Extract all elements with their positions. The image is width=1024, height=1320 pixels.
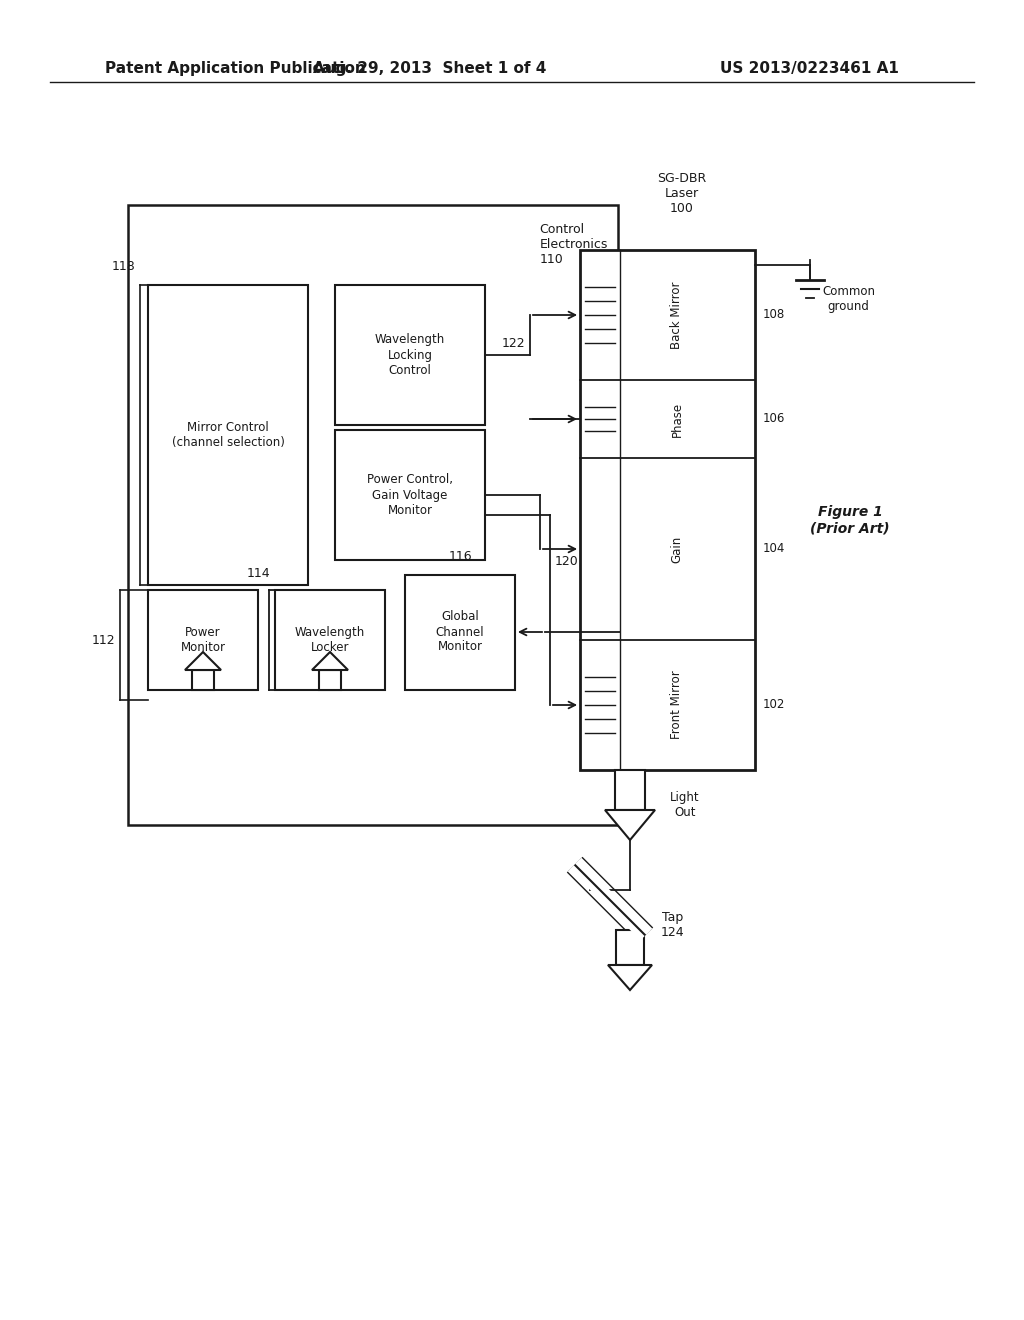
Text: 104: 104: [763, 543, 785, 556]
Bar: [148, 285, 308, 585]
Text: Front Mirror: Front Mirror: [671, 671, 683, 739]
Bar: [319, 671, 341, 690]
Polygon shape: [605, 810, 655, 840]
Bar: [193, 671, 214, 690]
Text: Light
Out: Light Out: [670, 791, 699, 818]
Bar: [615, 770, 645, 810]
Bar: [128, 205, 618, 825]
Bar: [406, 576, 515, 690]
Text: Common
ground: Common ground: [822, 285, 874, 313]
Text: Mirror Control
(channel selection): Mirror Control (channel selection): [172, 421, 285, 449]
Text: 106: 106: [763, 412, 785, 425]
Text: Figure 1
(Prior Art): Figure 1 (Prior Art): [810, 504, 890, 535]
Text: 118: 118: [112, 260, 135, 273]
Text: Patent Application Publication: Patent Application Publication: [105, 61, 366, 75]
Text: 102: 102: [763, 698, 785, 711]
Bar: [580, 249, 755, 770]
Text: 120: 120: [555, 554, 579, 568]
Text: Power
Monitor: Power Monitor: [180, 626, 225, 653]
Text: Tap
124: Tap 124: [660, 911, 684, 940]
Text: 122: 122: [502, 337, 525, 350]
Text: Back Mirror: Back Mirror: [671, 281, 683, 348]
Bar: [275, 590, 385, 690]
Bar: [616, 931, 644, 965]
Text: Aug. 29, 2013  Sheet 1 of 4: Aug. 29, 2013 Sheet 1 of 4: [313, 61, 547, 75]
Polygon shape: [312, 652, 348, 671]
Bar: [335, 430, 485, 560]
Text: 114: 114: [247, 568, 270, 579]
Text: Global
Channel
Monitor: Global Channel Monitor: [435, 610, 484, 653]
Text: Phase: Phase: [671, 401, 683, 437]
Bar: [148, 590, 258, 690]
Polygon shape: [185, 652, 221, 671]
Text: Power Control,
Gain Voltage
Monitor: Power Control, Gain Voltage Monitor: [367, 474, 453, 516]
Text: US 2013/0223461 A1: US 2013/0223461 A1: [720, 61, 899, 75]
Polygon shape: [608, 965, 652, 990]
Text: 108: 108: [763, 309, 785, 322]
Text: 116: 116: [449, 550, 472, 564]
Text: Wavelength
Locker: Wavelength Locker: [295, 626, 366, 653]
Text: Wavelength
Locking
Control: Wavelength Locking Control: [375, 334, 445, 376]
Text: SG-DBR
Laser
100: SG-DBR Laser 100: [657, 172, 707, 215]
Text: Control
Electronics
110: Control Electronics 110: [540, 223, 608, 267]
Text: Gain: Gain: [671, 536, 683, 562]
Text: 112: 112: [91, 634, 115, 647]
Bar: [335, 285, 485, 425]
